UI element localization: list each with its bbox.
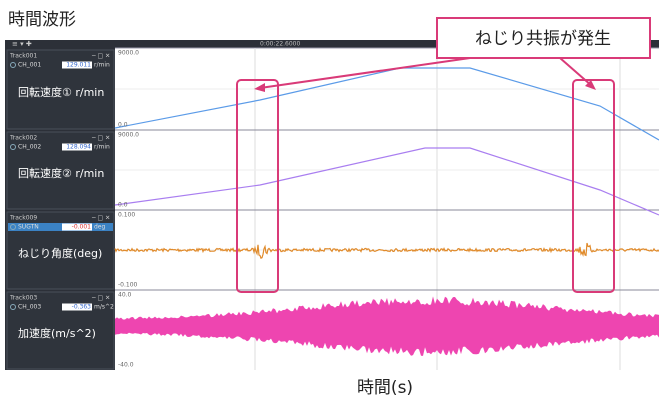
- channel-row: [8, 61, 113, 69]
- arrowhead: [254, 83, 265, 92]
- channel-value: 129.011: [66, 62, 91, 69]
- channel-unit: r/min: [94, 62, 110, 69]
- track-name: Track002: [9, 135, 37, 142]
- arrowhead: [585, 80, 596, 90]
- value-box: [62, 143, 92, 151]
- speed-trace: [114, 67, 659, 141]
- range-top: 40.0: [118, 292, 132, 299]
- track-name: Track003: [9, 295, 37, 302]
- accel-trace: [115, 296, 659, 356]
- x-axis-label: 時間(s): [357, 378, 413, 398]
- range-bottom: 0.0: [118, 202, 128, 209]
- value-box: [62, 303, 92, 311]
- channel-icon: [10, 224, 16, 230]
- channel-row: [8, 303, 113, 311]
- window-controls: ─ □ ✕: [91, 135, 110, 142]
- value-box: [62, 61, 92, 69]
- channel-icon: [10, 304, 16, 310]
- speed-trace: [114, 147, 659, 216]
- toolbar-icons: ≡ ▾ ✚: [12, 40, 32, 48]
- track-label: 回転速度① r/min: [18, 85, 104, 99]
- range-top: 9000.0: [118, 50, 139, 57]
- title: 時間波形: [8, 10, 76, 30]
- track-label: 加速度(m/s^2): [18, 326, 96, 340]
- channel-icon: [10, 62, 16, 68]
- channel-icon: [10, 144, 16, 150]
- waveforms: [114, 67, 659, 356]
- channel-name: CH_002: [18, 144, 41, 151]
- channel-unit: deg: [94, 224, 106, 231]
- channel-name: SUGTN: [18, 224, 39, 231]
- arrow: [259, 57, 471, 89]
- callout-box: [436, 17, 651, 59]
- channel-row: [8, 143, 113, 151]
- time-cursor: 0:00:22.6000: [260, 41, 300, 48]
- channel-name: CH_001: [18, 62, 41, 69]
- window-controls: ─ □ ✕: [91, 215, 110, 222]
- callout: ねじり共振が発生: [475, 29, 611, 49]
- range-top: 9000.0: [118, 132, 139, 139]
- track-label: 回転速度② r/min: [18, 166, 104, 180]
- channel-value: -0.363: [72, 304, 92, 311]
- range-bottom: -40.0: [118, 362, 134, 369]
- range-bottom: 0.0: [118, 122, 128, 129]
- channel-unit: r/min: [94, 144, 110, 151]
- track-label: ねじり角度(deg): [18, 246, 102, 260]
- value-box: [62, 223, 92, 231]
- channel-unit: m/s^2: [94, 304, 114, 311]
- range-top: 0.100: [118, 212, 135, 219]
- track-name: Track009: [9, 215, 37, 222]
- channel-row: [8, 223, 113, 231]
- track-name: Track001: [9, 53, 37, 60]
- channel-value: -0.001: [72, 224, 92, 231]
- range-bottom: -0.100: [118, 282, 138, 289]
- window-controls: ─ □ ✕: [91, 295, 110, 302]
- angle-trace: [114, 242, 659, 260]
- arrow: [559, 57, 593, 87]
- window-controls: ─ □ ✕: [91, 53, 110, 60]
- highlight-box: [236, 79, 279, 293]
- channel-name: CH_003: [18, 304, 41, 311]
- channel-value: 128.094: [66, 144, 91, 151]
- highlight-box: [572, 79, 615, 293]
